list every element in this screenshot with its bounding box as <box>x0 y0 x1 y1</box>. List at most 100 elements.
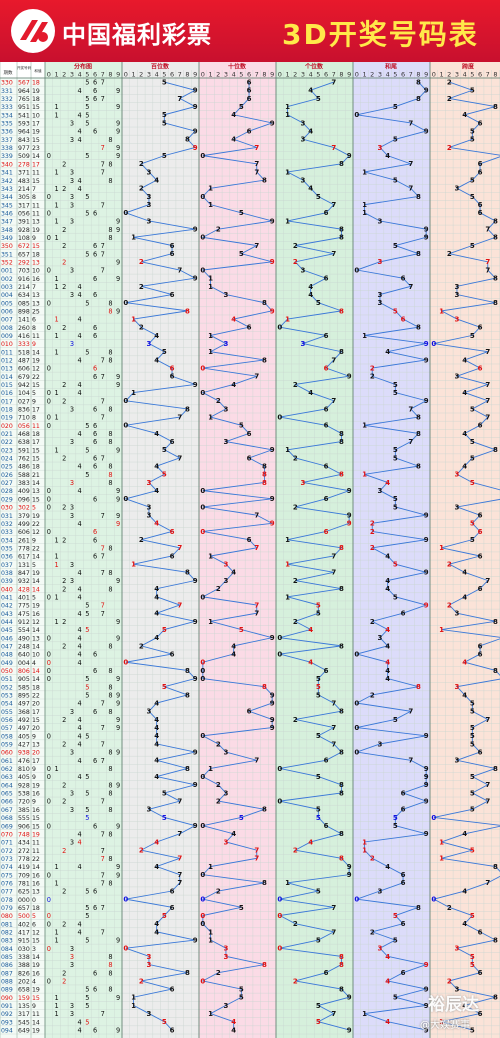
dist-mark: 1 <box>54 937 58 945</box>
trend-point-tens: 4 <box>231 650 236 658</box>
dist-mark: 8 <box>108 226 112 234</box>
trend-point-tens: 0 <box>200 675 205 683</box>
trend-point-units: 6 <box>324 463 329 471</box>
dist-mark: 1 <box>54 316 58 324</box>
trend-point-span: 5 <box>470 128 475 136</box>
sum-cell: 11 <box>32 1011 40 1018</box>
dist-mark: 3 <box>70 218 74 226</box>
trend-point-tens: 0 <box>200 234 205 242</box>
issue-cell: 345 <box>1 202 13 209</box>
trend-point-sum_tail: 7 <box>408 283 413 291</box>
dist-mark: 2 <box>62 798 66 806</box>
number-cell: 371 <box>18 170 30 177</box>
trend-point-tens: 3 <box>224 291 229 299</box>
dist-mark: 0 <box>47 365 51 373</box>
dist-mark: 0 <box>47 152 51 160</box>
trend-point-sum_tail: 7 <box>408 185 413 193</box>
trend-point-units: 3 <box>301 119 306 127</box>
sum-cell: 15 <box>32 496 40 503</box>
dist-mark: 0 <box>47 389 51 397</box>
trend-point-hundreds: 7 <box>177 798 182 806</box>
issue-cell: 067 <box>1 807 13 814</box>
trend-point-tens: 1 <box>208 283 213 291</box>
trend-point-sum_tail: 9 <box>424 536 429 544</box>
issue-cell: 080 <box>1 913 13 920</box>
trend-point-sum_tail: 1 <box>362 332 367 340</box>
dist-mark: 4 <box>78 634 82 642</box>
dist-mark: 1 <box>54 283 58 291</box>
trend-point-hundreds: 6 <box>170 552 175 560</box>
issue-cell: 342 <box>1 178 13 185</box>
sum-cell: 18 <box>32 96 40 103</box>
trend-point-sum_tail: 1 <box>362 838 367 846</box>
issue-cell: 335 <box>1 121 13 128</box>
issue-cell: 338 <box>1 145 13 152</box>
sum-cell: 5 <box>32 505 36 512</box>
issue-cell: 071 <box>1 840 13 847</box>
number-cell: 810 <box>18 766 30 773</box>
dist-mark: 6 <box>93 324 97 332</box>
trend-point-span: 3 <box>455 985 460 993</box>
dist-mark: 9 <box>116 307 120 315</box>
dist-mark: 3 <box>70 340 74 348</box>
trend-point-sum_tail: 0 <box>354 896 359 904</box>
sum-cell: 12 <box>32 529 40 536</box>
dist-mark: 8 <box>108 806 112 814</box>
trend-point-hundreds: 4 <box>154 593 159 601</box>
number-cell: 428 <box>18 586 30 593</box>
trend-point-tens: 4 <box>231 642 236 650</box>
trend-point-units: 7 <box>331 397 336 405</box>
trend-point-units: 7 <box>331 569 336 577</box>
dist-mark: 6 <box>93 822 97 830</box>
dist-mark: 2 <box>62 781 66 789</box>
trend-point-span: 4 <box>462 111 467 119</box>
issue-cell: 054 <box>1 701 13 708</box>
trend-point-tens: 6 <box>247 95 252 103</box>
page-header: 中国福利彩票 3D开奖号码表 <box>0 0 500 62</box>
trend-point-tens: 3 <box>224 405 229 413</box>
sum-cell: 14 <box>32 586 40 593</box>
trend-point-tens: 6 <box>247 430 252 438</box>
trend-point-sum_tail: 4 <box>385 152 390 160</box>
dist-mark: 6 <box>93 651 97 659</box>
trend-point-tens: 9 <box>270 716 275 724</box>
number-cell: 762 <box>18 456 30 463</box>
trend-point-hundreds: 4 <box>154 773 159 781</box>
trend-point-span: 3 <box>455 315 460 323</box>
dist-mark: 4 <box>78 291 82 299</box>
trend-point-hundreds: 6 <box>170 528 175 536</box>
sum-cell: 22 <box>32 545 40 552</box>
sum-cell: 12 <box>32 619 40 626</box>
trend-point-span: 5 <box>470 789 475 797</box>
sum-cell: 11 <box>32 202 40 209</box>
issue-cell: 044 <box>1 619 13 626</box>
welfare-lottery-logo-icon <box>11 9 55 53</box>
trend-point-tens: 8 <box>262 961 267 969</box>
sum-cell: 15 <box>32 243 40 250</box>
dist-mark: 3 <box>70 708 74 716</box>
sum-cell: 14 <box>32 676 40 683</box>
trend-point-sum_tail: 4 <box>385 1018 390 1026</box>
dist-mark: 6 <box>93 87 97 95</box>
header-issue: 期数 <box>4 69 13 76</box>
trend-point-sum_tail: 0 <box>354 699 359 707</box>
sum-cell: 10 <box>32 268 40 275</box>
sum-cell: 14 <box>32 627 40 634</box>
trend-point-sum_tail: 6 <box>401 275 406 283</box>
dist-mark: 3 <box>70 406 74 414</box>
dist-mark: 5 <box>85 994 89 1002</box>
trend-point-tens: 5 <box>239 814 244 822</box>
trend-point-tens: 0 <box>200 667 205 675</box>
trend-point-tens: 9 <box>270 691 275 699</box>
dist-mark: 4 <box>78 920 82 928</box>
sum-cell: 16 <box>32 791 40 798</box>
trend-point-hundreds: 4 <box>154 716 159 724</box>
dist-mark: 7 <box>101 414 105 422</box>
trend-point-hundreds: 3 <box>147 217 152 225</box>
dist-mark: 5 <box>85 683 89 691</box>
dist-mark: 1 <box>54 389 58 397</box>
issue-cell: 025 <box>1 464 13 471</box>
trend-point-span: 8 <box>493 863 498 871</box>
dist-mark: 9 <box>116 381 120 389</box>
trend-point-tens: 1 <box>208 765 213 773</box>
